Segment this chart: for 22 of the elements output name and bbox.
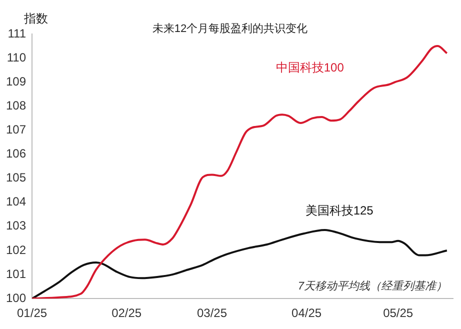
y-axis-title: 指数 xyxy=(23,11,48,26)
y-tick-label: 111 xyxy=(8,26,26,40)
x-tick-label: 01/25 xyxy=(17,306,48,320)
x-tick-label: 05/25 xyxy=(383,306,414,320)
y-tick-label: 110 xyxy=(6,50,26,64)
y-tick-label: 105 xyxy=(6,170,26,185)
x-tick-label: 02/25 xyxy=(112,306,142,320)
chart-title: 未来12个月每股盈利的共识变化 xyxy=(152,22,308,36)
y-tick-label: 104 xyxy=(6,194,26,209)
series-label: 美国科技125 xyxy=(305,204,374,218)
y-tick-label: 100 xyxy=(6,290,26,305)
x-tick-label: 04/25 xyxy=(292,306,322,320)
y-tick-label: 107 xyxy=(6,122,26,137)
y-tick-label: 108 xyxy=(6,98,26,112)
annotation: 7天移动平均线（经重列基准） xyxy=(298,280,447,293)
text: 中国科技100 xyxy=(276,60,344,75)
y-tick-label: 102 xyxy=(6,242,26,257)
x-tick-label: 03/25 xyxy=(196,306,228,320)
y-tick-label: 106 xyxy=(6,146,26,161)
y-tick-label: 101 xyxy=(6,266,26,281)
y-tick-label: 109 xyxy=(6,74,26,88)
y-tick-label: 103 xyxy=(6,218,26,233)
